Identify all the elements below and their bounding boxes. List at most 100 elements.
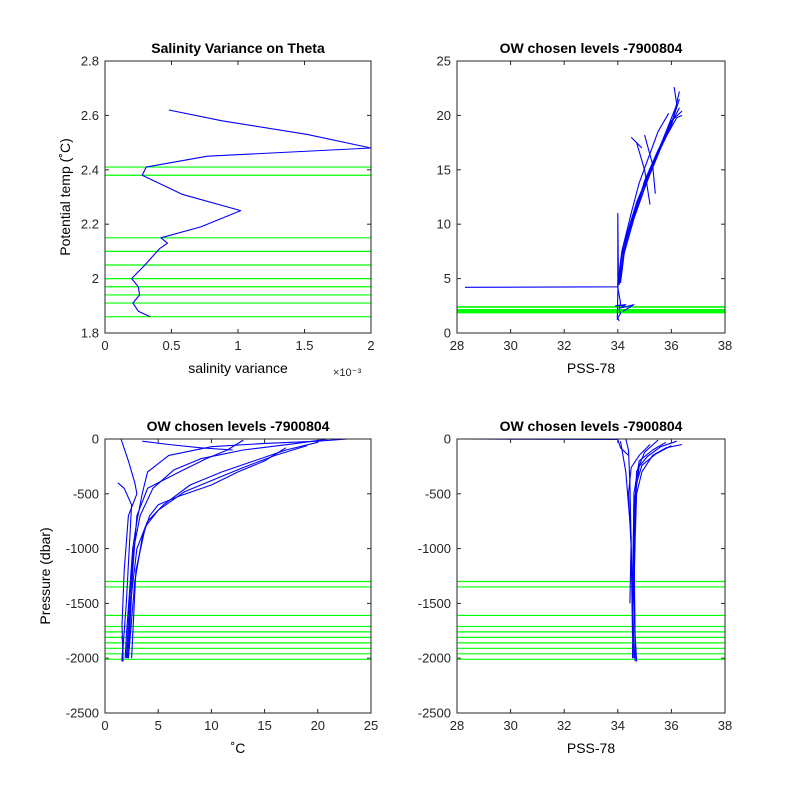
profile-line (633, 443, 683, 662)
profile-line (625, 439, 634, 637)
profile-line (619, 87, 678, 284)
x-tick-label: 30 (503, 338, 517, 353)
profile-line (636, 142, 651, 205)
plot-area (105, 439, 371, 662)
profile-line (617, 287, 622, 322)
panel-title: OW chosen levels -7900804 (147, 418, 330, 434)
x-tick-label: 0 (101, 718, 108, 733)
x-tick-label: 25 (364, 718, 378, 733)
x-tick-label: 28 (450, 718, 464, 733)
y-tick-label: 20 (437, 108, 451, 123)
x-exponent-label: ×10⁻³ (333, 367, 361, 379)
profile-line (618, 114, 683, 285)
y-tick-label: 0 (92, 432, 99, 447)
panel-pressure-vs-temperature: OW chosen levels -7900804 0 5 10 15 20 25 -250… (37, 418, 378, 756)
y-tick-label: 2.6 (81, 108, 99, 123)
plot-area (457, 439, 725, 662)
y-tick-label: -500 (73, 486, 99, 501)
ticks: 0 5 10 15 20 25 -2500 -2000 -1500 -1000 -500 0 (66, 432, 378, 734)
x-tick-label: 5 (155, 718, 162, 733)
y-tick-label: 1.8 (81, 326, 99, 341)
y-tick-label: 2.2 (81, 217, 99, 232)
profile-line (121, 636, 124, 662)
x-tick-label: 20 (311, 718, 325, 733)
profile-line (618, 110, 683, 286)
y-tick-label: -1500 (66, 596, 99, 611)
panel-theta-vs-salinity: OW chosen levels -7900804 28 30 32 34 36 38 0 5… (437, 40, 733, 376)
x-axis-label: PSS-78 (567, 740, 615, 756)
y-axis-label: Potential temp (˚C) (57, 138, 73, 255)
x-tick-label: 2 (367, 338, 374, 353)
y-tick-label: -2500 (66, 706, 99, 721)
x-tick-label: 38 (718, 338, 732, 353)
x-axis-label: PSS-78 (567, 360, 615, 376)
y-axis-label: Pressure (dbar) (37, 527, 53, 624)
axes-frame (104, 438, 372, 714)
panel-salinity-variance: Salinity Variance on Theta 0 0.5 1 1.5 2 1.8 2… (57, 40, 375, 379)
y-tick-label: -500 (425, 486, 451, 501)
x-tick-label: 15 (257, 718, 271, 733)
profile-line (125, 439, 329, 659)
ticks: 28 30 32 34 36 38 0 5 10 15 20 25 (437, 54, 733, 354)
profile-line (630, 136, 643, 149)
panel-title: OW chosen levels -7900804 (500, 418, 683, 434)
profile-line (124, 439, 348, 659)
y-tick-label: 0 (444, 326, 451, 341)
x-axis-label: salinity variance (188, 360, 288, 376)
ticks: 0 0.5 1 1.5 2 1.8 2 2.2 2.4 2.6 2.8 (81, 54, 375, 354)
profile-line (615, 304, 635, 312)
profile-line (131, 109, 371, 318)
profile-line (619, 441, 632, 604)
ticks: 28 30 32 34 36 38 -2500 -2000 -1500 -1000 -500 0 (418, 432, 732, 734)
profile-line (616, 212, 619, 320)
x-tick-label: 0 (101, 338, 108, 353)
x-tick-label: 32 (557, 718, 571, 733)
plot-area (457, 87, 725, 322)
y-tick-label: 2.8 (81, 54, 99, 69)
x-tick-label: 1 (234, 338, 241, 353)
axes-frame (104, 60, 372, 334)
y-tick-label: -1500 (418, 596, 451, 611)
y-tick-label: 2 (92, 271, 99, 286)
x-tick-label: 1.5 (295, 338, 313, 353)
profile-line (464, 439, 629, 456)
axes-frame (456, 60, 726, 334)
profile-line (127, 447, 287, 659)
panel-pressure-vs-salinity: OW chosen levels -7900804 28 30 32 34 36 38 -2… (418, 418, 732, 756)
profile-line (120, 439, 138, 662)
x-tick-label: 34 (611, 718, 625, 733)
profile-line (142, 440, 233, 451)
profile-line (617, 112, 670, 285)
profile-line (631, 441, 667, 659)
profile-line (126, 441, 318, 659)
profile-line (464, 98, 680, 288)
x-tick-label: 0.5 (162, 338, 180, 353)
x-axis-label: ˚C (231, 740, 246, 756)
y-tick-label: 15 (437, 162, 451, 177)
profile-line (644, 134, 656, 194)
y-tick-label: 2.4 (81, 162, 99, 177)
y-tick-label: 5 (444, 271, 451, 286)
x-tick-label: 36 (664, 718, 678, 733)
x-tick-label: 10 (204, 718, 218, 733)
profile-line (117, 482, 133, 662)
x-tick-label: 28 (450, 338, 464, 353)
y-tick-label: 25 (437, 54, 451, 69)
x-tick-label: 34 (611, 338, 625, 353)
x-tick-label: 38 (718, 718, 732, 733)
y-tick-label: 0 (444, 432, 451, 447)
y-tick-label: 10 (437, 217, 451, 232)
plot-area (105, 109, 371, 318)
x-tick-label: 36 (664, 338, 678, 353)
x-tick-label: 30 (503, 718, 517, 733)
y-tick-label: -2000 (418, 651, 451, 666)
profile-line (633, 439, 659, 662)
y-tick-label: -2000 (66, 651, 99, 666)
y-tick-label: -1000 (418, 541, 451, 556)
y-tick-label: -1000 (66, 541, 99, 556)
x-tick-label: 32 (557, 338, 571, 353)
panel-title: OW chosen levels -7900804 (500, 40, 683, 56)
panel-title: Salinity Variance on Theta (151, 40, 325, 56)
y-tick-label: -2500 (418, 706, 451, 721)
